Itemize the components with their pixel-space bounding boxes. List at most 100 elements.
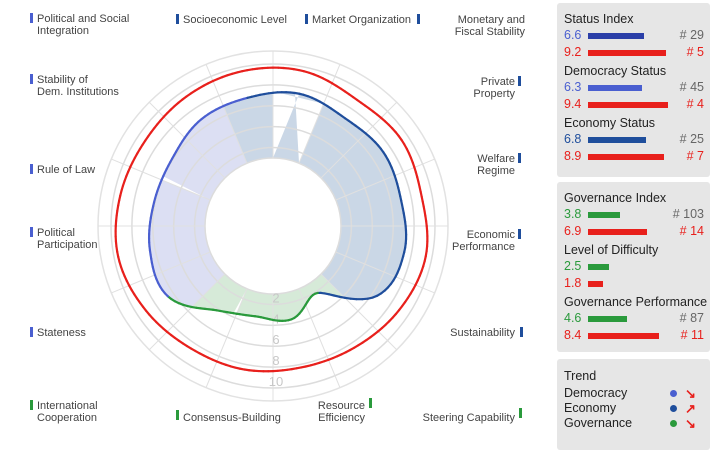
trend-arrow-icon: ↘ <box>685 386 696 401</box>
label-welfare-regime: Welfare Regime <box>430 153 521 177</box>
democracy-status-row: 6.3 # 45 <box>557 79 710 96</box>
grid-spoke <box>320 101 398 179</box>
governance-index-title: Governance Index <box>564 191 667 205</box>
sector-shade-governance <box>273 288 306 321</box>
governance-performance-top-bar <box>588 333 659 339</box>
group-marker <box>30 74 33 84</box>
status-index-title: Status Index <box>564 12 634 26</box>
governance-panel: Governance Index 3.8 # 103 6.9 # 14 Leve… <box>557 182 710 352</box>
trend-arrow-icon: ↘ <box>685 416 696 431</box>
trend-dot <box>670 405 677 412</box>
sector-shade-economy <box>335 226 407 277</box>
sector-shade-economy <box>273 92 324 164</box>
label-political-social-integration: Political and Social Integration <box>30 13 160 37</box>
grid-spoke <box>205 288 248 388</box>
economy-status-top-bar <box>588 154 664 160</box>
grid-spoke <box>148 273 226 351</box>
group-marker <box>30 400 33 410</box>
status-index-bar <box>588 33 644 39</box>
governance-index-bar <box>588 212 620 218</box>
group-marker <box>519 408 522 418</box>
grid-spoke <box>111 251 211 294</box>
governance-index-top-bar <box>588 229 647 235</box>
series-line-country <box>293 91 301 95</box>
r-tick-label: 2 <box>272 290 279 305</box>
trend-row-governance: Governance ↘ <box>557 416 710 431</box>
governance-performance-bar <box>588 316 627 322</box>
grid-spoke <box>335 158 435 201</box>
level-of-difficulty-top-bar <box>588 281 603 287</box>
series-line-top <box>297 68 305 73</box>
r-tick-label: 6 <box>272 332 279 347</box>
group-marker <box>518 229 521 239</box>
group-marker <box>30 227 33 237</box>
trend-title: Trend <box>564 369 597 383</box>
economy-status-top-rank: # 7 <box>686 149 704 163</box>
level-of-difficulty-top-value: 1.8 <box>564 276 582 290</box>
governance-performance-top-value: 8.4 <box>564 328 582 342</box>
governance-performance-row: 4.6 # 87 <box>557 310 710 327</box>
label-political-participation: Political Participation <box>30 227 130 251</box>
governance-performance-value: 4.6 <box>564 311 582 325</box>
trend-label: Democracy <box>564 386 628 400</box>
economy-status-rank: # 25 <box>679 132 704 146</box>
group-marker <box>30 164 33 174</box>
governance-index-rank: # 103 <box>672 207 704 221</box>
inner-ring <box>204 157 342 295</box>
label-consensus-building: Consensus-Building <box>176 410 286 424</box>
group-marker <box>518 153 521 163</box>
trend-arrow-icon: ↗ <box>685 401 696 416</box>
group-marker <box>176 14 179 24</box>
level-of-difficulty-title: Level of Difficulty <box>564 243 659 257</box>
r-tick-label: 8 <box>272 353 279 368</box>
trend-row-economy: Economy ↗ <box>557 401 710 416</box>
label-international-cooperation: International Cooperation <box>30 400 130 424</box>
economy-status-bar <box>588 137 646 143</box>
label-stability-dem-institutions: Stability of Dem. Institutions <box>30 74 150 98</box>
trend-dot <box>670 420 677 427</box>
grid-spoke <box>335 251 435 294</box>
status-index-top-rank: # 5 <box>686 45 704 59</box>
democracy-status-top-row: 9.4 # 4 <box>557 96 710 113</box>
level-of-difficulty-value: 2.5 <box>564 259 582 273</box>
status-index-top-bar <box>588 50 666 56</box>
governance-index-top-value: 6.9 <box>564 224 582 238</box>
trend-dot <box>670 390 677 397</box>
sector-shade-economy <box>223 92 273 164</box>
sector-shade-democracy <box>163 137 225 200</box>
group-marker <box>518 76 521 86</box>
label-private-property: Private Property <box>430 76 521 100</box>
level-of-difficulty-top-row: 1.8 <box>557 275 710 292</box>
economy-status-title: Economy Status <box>564 116 656 130</box>
group-marker <box>520 327 523 337</box>
label-socioeconomic-level: Socioeconomic Level <box>176 14 296 26</box>
governance-performance-top-rank: # 11 <box>680 328 704 342</box>
trend-row-democracy: Democracy ↘ <box>557 386 710 401</box>
status-index-top-row: 9.2 # 5 <box>557 44 710 61</box>
label-resource-efficiency: Resource Efficiency <box>300 398 372 424</box>
group-marker <box>369 398 372 408</box>
democracy-status-bar <box>588 85 642 91</box>
governance-performance-top-row: 8.4 # 11 <box>557 327 710 344</box>
trend-panel: Trend Democracy ↘ Economy ↗ Governance ↘ <box>557 359 710 450</box>
governance-index-top-row: 6.9 # 14 <box>557 223 710 240</box>
group-marker <box>176 410 179 420</box>
label-rule-of-law: Rule of Law <box>30 164 130 176</box>
level-of-difficulty-row: 2.5 <box>557 258 710 275</box>
economy-status-top-value: 8.9 <box>564 149 582 163</box>
label-stateness: Stateness <box>30 327 130 339</box>
level-of-difficulty-bar <box>588 264 609 270</box>
sector-shade-governance <box>236 288 273 320</box>
governance-performance-title: Governance Performance <box>564 295 708 309</box>
status-panel: Status Index 6.6 # 29 9.2 # 5 Democracy … <box>557 3 710 177</box>
group-marker <box>417 14 420 24</box>
grid-spoke <box>298 64 341 164</box>
label-monetary-fiscal: Monetary and Fiscal Stability <box>417 14 525 38</box>
group-marker <box>30 327 33 337</box>
sector-shade-economy <box>335 175 406 226</box>
r-tick-label: 4 <box>272 311 279 326</box>
economy-status-top-row: 8.9 # 7 <box>557 148 710 165</box>
governance-performance-rank: # 87 <box>679 311 704 325</box>
sector-shade-governance <box>191 274 247 314</box>
group-marker <box>30 13 33 23</box>
